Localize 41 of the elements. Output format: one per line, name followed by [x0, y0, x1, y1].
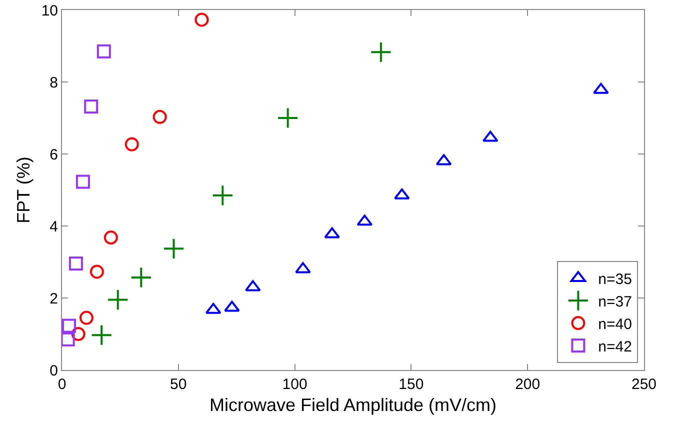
x-tick-label: 50 [170, 376, 187, 393]
point [277, 107, 299, 129]
point [124, 137, 139, 152]
y-tick-label: 0 [50, 362, 58, 380]
legend-label: n=35 [598, 270, 632, 288]
point [152, 110, 167, 124]
y-tick-label: 6 [50, 146, 58, 164]
point [62, 318, 76, 333]
point [90, 264, 104, 279]
y-tick-label: 4 [50, 218, 58, 236]
y-tick-label: 10 [41, 2, 58, 20]
x-tick-label: 250 [631, 376, 657, 393]
point [295, 262, 311, 274]
point [96, 44, 111, 58]
point [90, 324, 112, 346]
point [104, 230, 118, 245]
y-tick-label: 2 [50, 290, 58, 308]
point [224, 300, 240, 312]
x-tick-label: 200 [515, 376, 540, 393]
point [324, 227, 340, 238]
x-axis-title: Microwave Field Amplitude (mV/cm) [209, 395, 497, 416]
point [79, 310, 94, 325]
x-tick-label: 100 [282, 376, 308, 393]
point [76, 174, 90, 189]
legend-label: n=40 [598, 316, 632, 333]
x-tick-label: 150 [398, 376, 424, 393]
point [68, 256, 83, 270]
point [593, 82, 609, 94]
point [212, 184, 234, 206]
point [84, 99, 98, 114]
point [62, 332, 75, 346]
legend-label: n=37 [598, 293, 632, 310]
point [71, 327, 86, 341]
point [194, 12, 209, 27]
point [107, 289, 129, 311]
point [130, 266, 152, 288]
point [370, 41, 392, 63]
y-tick-label: 8 [50, 74, 58, 92]
point [162, 238, 185, 260]
y-axis-title: FPT (%) [14, 156, 34, 224]
legend-label: n=42 [598, 338, 632, 356]
